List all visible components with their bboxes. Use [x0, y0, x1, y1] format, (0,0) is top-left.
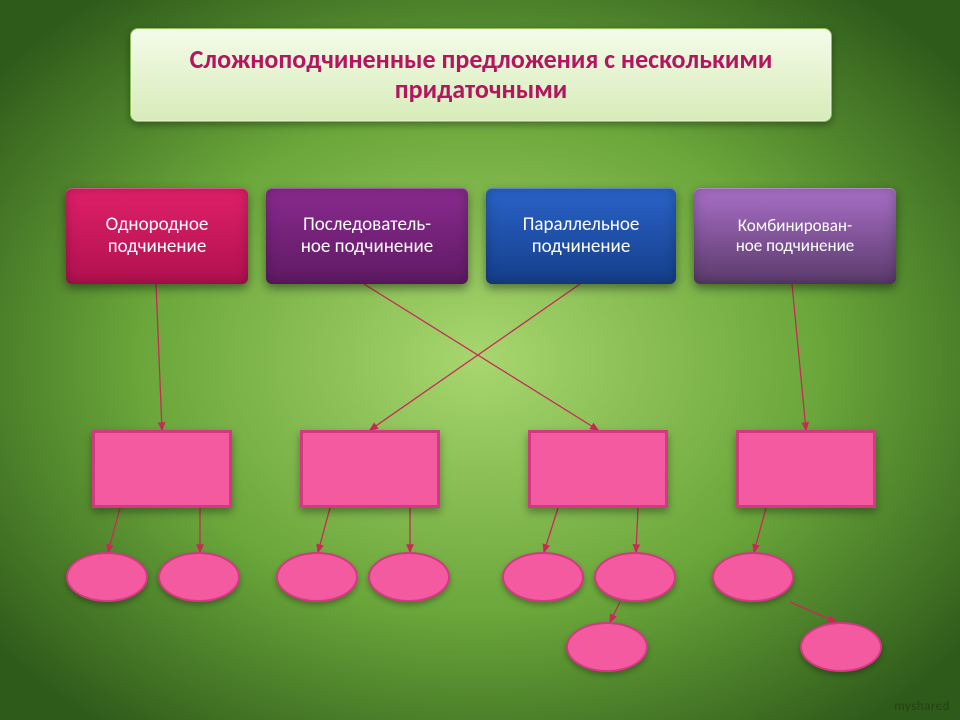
schema-oval-5 — [594, 552, 676, 602]
schema-oval-3 — [368, 552, 450, 602]
category-box-2: Параллельное подчинение — [486, 188, 676, 284]
watermark: myshared — [894, 699, 950, 714]
schema-oval-6 — [712, 552, 794, 602]
schema-rect-3 — [736, 430, 876, 508]
schema-oval-1 — [158, 552, 240, 602]
category-label: Однородное подчинение — [66, 210, 248, 262]
schema-rect-2 — [528, 430, 668, 508]
slide-title: Сложноподчиненные предложения с нескольк… — [130, 28, 832, 122]
schema-rect-1 — [300, 430, 440, 508]
category-label: Последователь- ное подчинение — [293, 210, 441, 262]
schema-oval-2 — [276, 552, 358, 602]
category-box-1: Последователь- ное подчинение — [266, 188, 468, 284]
schema-oval-0 — [66, 552, 148, 602]
slide-title-text: Сложноподчиненные предложения с нескольк… — [131, 39, 831, 111]
schema-oval-8 — [800, 622, 882, 672]
category-box-3: Комбинирован- ное подчинение — [694, 188, 896, 284]
category-label: Параллельное подчинение — [486, 210, 676, 262]
schema-oval-4 — [502, 552, 584, 602]
slide-stage: Сложноподчиненные предложения с нескольк… — [0, 0, 960, 720]
schema-rect-0 — [92, 430, 232, 508]
category-box-0: Однородное подчинение — [66, 188, 248, 284]
schema-oval-7 — [566, 622, 648, 672]
category-label: Комбинирован- ное подчинение — [728, 212, 863, 259]
